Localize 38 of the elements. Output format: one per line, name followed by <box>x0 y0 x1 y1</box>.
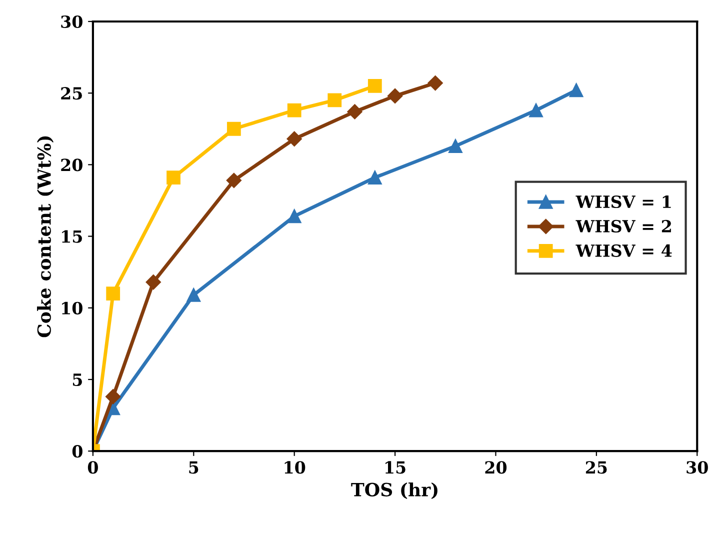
y-axis-title: Coke content (Wt%) <box>37 136 54 338</box>
point <box>286 131 302 146</box>
x-tick-label: 20 <box>485 461 507 474</box>
x-tick-label: 30 <box>686 461 708 474</box>
y-tick-label: 5 <box>73 374 82 386</box>
point <box>226 172 242 188</box>
y-tick-label: 25 <box>61 87 82 100</box>
point <box>368 78 382 93</box>
point <box>226 122 241 136</box>
point <box>186 288 201 302</box>
point <box>368 170 382 185</box>
point <box>106 389 121 404</box>
x-axis-title: TOS (hr) <box>351 482 438 500</box>
point <box>287 209 302 224</box>
x-tick-label: 10 <box>284 461 306 474</box>
point <box>328 93 342 108</box>
point <box>166 170 180 185</box>
point <box>428 75 443 91</box>
x-tick-label: 0 <box>88 461 98 474</box>
x-tick-label: 15 <box>385 461 406 474</box>
legend-label: WHSV = 1 <box>576 195 671 208</box>
point <box>106 286 120 301</box>
point <box>146 274 161 290</box>
y-tick-label: 10 <box>62 302 82 314</box>
legend-label: WHSV = 2 <box>576 220 671 233</box>
point <box>287 103 302 118</box>
point <box>347 104 362 120</box>
point <box>569 83 584 98</box>
y-tick-label: 20 <box>61 158 82 172</box>
point <box>529 103 543 118</box>
legend-label: WHSV = 4 <box>576 244 672 257</box>
point <box>448 139 462 154</box>
y-tick-label: 30 <box>61 15 82 28</box>
x-tick-label: 5 <box>189 461 198 474</box>
y-tick-label: 15 <box>62 230 82 243</box>
y-tick-label: 0 <box>72 445 82 458</box>
x-tick-label: 25 <box>586 461 607 474</box>
point <box>387 88 403 104</box>
